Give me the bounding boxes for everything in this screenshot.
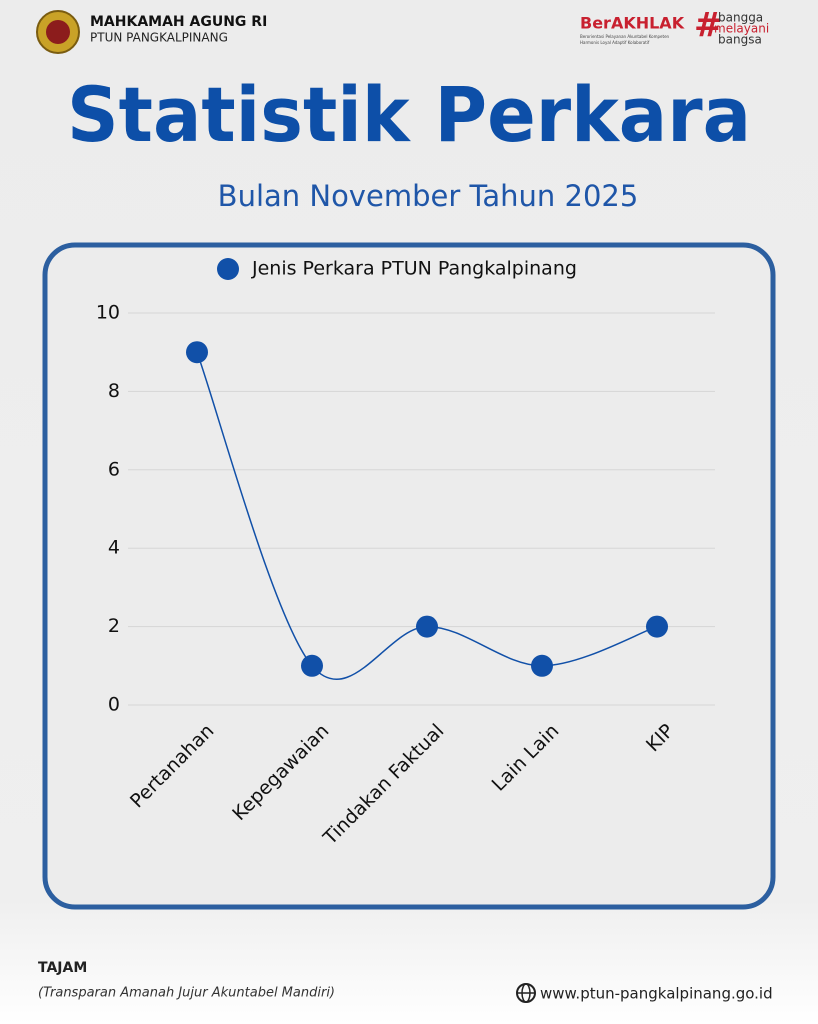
slogan: melayani: [714, 22, 769, 36]
legend-marker: [217, 258, 239, 280]
point: [646, 615, 668, 638]
point: [531, 654, 553, 677]
y-tick-label: 0: [108, 694, 120, 716]
website[interactable]: www.ptun-pangkalpinang.go.id: [540, 985, 773, 1003]
brand-tagline: Berorientasi Pelayanan Akuntabel Kompete…: [580, 34, 670, 39]
unit-name: PTUN PANGKALPINANG: [90, 31, 228, 45]
point: [186, 341, 208, 364]
y-tick-label: 4: [108, 537, 120, 559]
logo-inner: [46, 20, 70, 44]
motto: TAJAM: [38, 960, 87, 976]
y-tick-label: 10: [96, 302, 120, 324]
legend-label: Jenis Perkara PTUN Pangkalpinang: [251, 258, 577, 280]
y-tick-label: 6: [108, 458, 120, 480]
org-name: MAHKAMAH AGUNG RI: [90, 14, 267, 30]
y-tick-label: 8: [108, 380, 120, 402]
title: Statistik Perkara: [67, 70, 751, 159]
line: [196, 351, 658, 681]
point: [416, 615, 438, 638]
slogan: bangga: [718, 11, 763, 25]
brand: BerAKHLAK: [580, 14, 685, 33]
brand-tagline: Harmonis Loyal Adaptif Kolaboratif: [580, 40, 650, 45]
subtitle: Bulan November Tahun 2025: [218, 179, 639, 213]
slogan: bangsa: [718, 33, 762, 47]
motto-meaning: (Transparan Amanah Jujur Akuntabel Mandi…: [38, 986, 335, 1001]
hashtag: #: [694, 6, 723, 46]
y-tick-label: 2: [108, 615, 120, 637]
point: [301, 654, 323, 677]
chart-frame: [42, 242, 776, 910]
